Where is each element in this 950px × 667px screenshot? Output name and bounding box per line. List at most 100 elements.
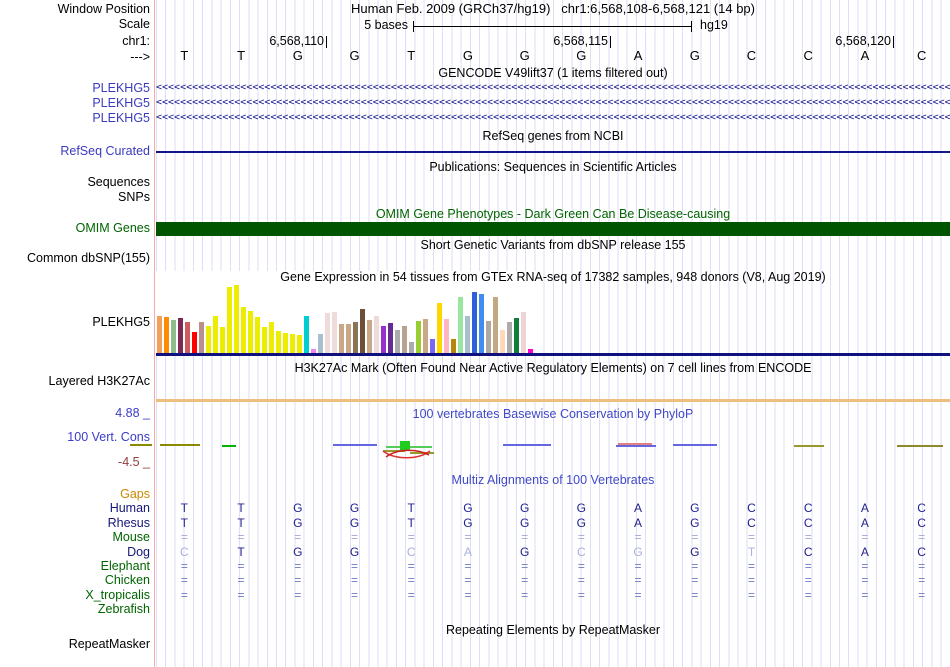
alignment-base: = [861, 588, 869, 602]
h3k27ac-signal-line[interactable] [156, 399, 950, 402]
gtex-tissue-bar[interactable] [318, 334, 323, 353]
gtex-tissue-bar[interactable] [269, 322, 274, 353]
gtex-tissue-bar[interactable] [381, 326, 386, 353]
track-label[interactable]: PLEKHG5 [92, 315, 150, 329]
gtex-tissue-bar[interactable] [199, 322, 204, 353]
gtex-tissue-bar[interactable] [304, 316, 309, 353]
species-label[interactable]: Human [109, 501, 150, 515]
gtex-tissue-bar[interactable] [451, 339, 456, 353]
track-label[interactable]: PLEKHG5 [92, 81, 150, 95]
gtex-tissue-bar[interactable] [157, 316, 162, 353]
gene-transcript-line[interactable]: <<<<<<<<<<<<<<<<<<<<<<<<<<<<<<<<<<<<<<<<… [156, 112, 950, 123]
gtex-tissue-bar[interactable] [171, 320, 176, 353]
gene-transcript-line[interactable]: <<<<<<<<<<<<<<<<<<<<<<<<<<<<<<<<<<<<<<<<… [156, 82, 950, 93]
gtex-tissue-bar[interactable] [213, 316, 218, 353]
gtex-tissue-bar[interactable] [325, 313, 330, 353]
species-label[interactable]: Chicken [104, 573, 150, 587]
track-title: Short Genetic Variants from dbSNP releas… [420, 238, 686, 252]
gtex-tissue-bar[interactable] [500, 330, 505, 353]
alignment-base: C [803, 545, 813, 559]
gtex-tissue-bar[interactable] [346, 324, 351, 353]
gtex-tissue-bar[interactable] [262, 327, 267, 353]
gtex-tissue-bar[interactable] [227, 287, 232, 353]
track-label[interactable]: Sequences [87, 175, 150, 189]
gtex-tissue-bar[interactable] [374, 316, 379, 353]
gtex-tissue-bar[interactable] [430, 339, 435, 353]
track-label[interactable]: Common dbSNP(155) [27, 251, 150, 265]
gene-transcript-line[interactable]: <<<<<<<<<<<<<<<<<<<<<<<<<<<<<<<<<<<<<<<<… [156, 97, 950, 108]
species-label[interactable]: X_tropicalis [85, 588, 150, 602]
gtex-tissue-bar[interactable] [360, 309, 365, 353]
gtex-tissue-bar[interactable] [353, 322, 358, 353]
alignment-base: = [407, 559, 415, 573]
gtex-tissue-bar[interactable] [185, 322, 190, 353]
alignment-base: A [860, 501, 869, 515]
base-letter: A [860, 48, 870, 63]
track-label[interactable]: PLEKHG5 [92, 96, 150, 110]
gtex-tissue-bar[interactable] [290, 334, 295, 353]
base-letter: G [519, 48, 530, 63]
gtex-tissue-bar[interactable] [311, 349, 316, 353]
track-label[interactable]: OMIM Genes [75, 221, 150, 235]
gtex-tissue-bar[interactable] [472, 292, 477, 353]
gtex-tissue-bar[interactable] [220, 327, 225, 353]
track-label[interactable]: 100 Vert. Cons [67, 430, 150, 444]
track-label: ---> [130, 50, 150, 64]
species-label[interactable]: Elephant [100, 559, 150, 573]
gtex-tissue-bar[interactable] [255, 317, 260, 353]
gtex-tissue-bar[interactable] [528, 349, 533, 353]
gtex-tissue-bar[interactable] [388, 323, 393, 353]
track-label[interactable]: SNPs [118, 190, 150, 204]
gtex-tissue-bar[interactable] [521, 312, 526, 353]
gtex-tissue-bar[interactable] [192, 332, 197, 353]
gtex-tissue-bar[interactable] [241, 307, 246, 353]
species-label[interactable]: Dog [127, 545, 150, 559]
gtex-tissue-bar[interactable] [423, 319, 428, 353]
gtex-tissue-bar[interactable] [206, 326, 211, 353]
gtex-tissue-bar[interactable] [409, 342, 414, 353]
gtex-tissue-bar[interactable] [437, 303, 442, 353]
track-label[interactable]: RefSeq Curated [60, 144, 150, 158]
alignment-base: = [861, 530, 869, 544]
gtex-tissue-bar[interactable] [486, 321, 491, 353]
gtex-tissue-bar[interactable] [493, 297, 498, 353]
gtex-tissue-bar[interactable] [164, 317, 169, 353]
alignment-base: G [349, 516, 360, 530]
gtex-tissue-bar[interactable] [332, 312, 337, 353]
gtex-tissue-bar[interactable] [416, 321, 421, 353]
gtex-tissue-bar[interactable] [444, 319, 449, 353]
omim-gene-bar[interactable] [156, 222, 950, 236]
species-label[interactable]: Zebrafish [97, 602, 150, 616]
gtex-tissue-bar[interactable] [395, 330, 400, 353]
alignment-base: T [237, 516, 245, 530]
gtex-tissue-bar[interactable] [367, 320, 372, 353]
gtex-tissue-bar[interactable] [479, 294, 484, 353]
gtex-tissue-bar[interactable] [458, 297, 463, 353]
species-label[interactable]: Gaps [120, 487, 150, 501]
gtex-tissue-bar[interactable] [514, 318, 519, 353]
gtex-tissue-bar[interactable] [402, 326, 407, 353]
refseq-curated-gene-line[interactable] [156, 151, 950, 153]
track-label[interactable]: Layered H3K27Ac [48, 374, 150, 388]
alignment-base: C [180, 545, 189, 559]
gtex-tissue-bar[interactable] [248, 311, 253, 353]
species-label[interactable]: Mouse [112, 530, 150, 544]
track-label[interactable]: PLEKHG5 [92, 111, 150, 125]
alignment-base: = [407, 530, 415, 544]
alignment-base: T [407, 501, 415, 515]
gtex-tissue-bar[interactable] [339, 324, 344, 353]
gtex-tissue-bar[interactable] [276, 331, 281, 353]
species-label[interactable]: Rhesus [107, 516, 150, 530]
track-label[interactable]: RepeatMasker [68, 637, 150, 651]
gtex-tissue-bar[interactable] [465, 316, 470, 353]
gtex-tissue-bar[interactable] [283, 333, 288, 353]
gtex-tissue-bar[interactable] [234, 285, 239, 353]
gtex-tissue-bar[interactable] [507, 322, 512, 353]
alignment-base: = [521, 559, 529, 573]
alignment-base: = [294, 573, 302, 587]
alignment-base: = [918, 573, 926, 587]
gtex-tissue-bar[interactable] [178, 318, 183, 353]
base-letter: G [292, 48, 303, 63]
gtex-tissue-bar[interactable] [297, 335, 302, 353]
